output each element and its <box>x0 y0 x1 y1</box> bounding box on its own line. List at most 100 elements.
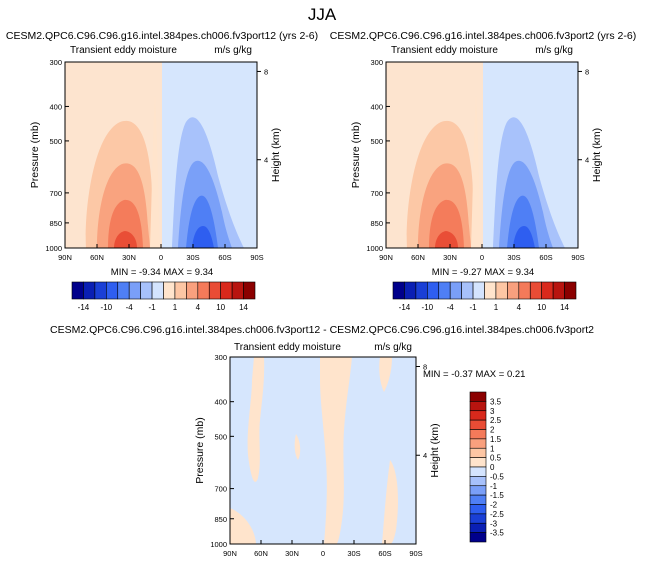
panel-c-lat-tick-label: 60N <box>254 549 268 558</box>
panel-a-lat-tick-label: 30N <box>122 253 136 262</box>
colorbar-diff-label: 2.5 <box>490 416 502 425</box>
panel-a-height-tick-label: 4 <box>264 156 268 165</box>
panel-a-pressure-tick-label: 850 <box>49 219 62 228</box>
colorbar-b-swatch <box>438 281 451 300</box>
panel-a-pressure-tick-label: 400 <box>49 102 62 111</box>
colorbar-b-swatch <box>484 281 497 300</box>
colorbar-a-label: 10 <box>216 303 225 312</box>
colorbar-diff-swatch <box>469 410 487 421</box>
colorbar-b-swatch <box>472 281 485 300</box>
colorbar-diff-label: -2 <box>490 501 498 510</box>
panel-b-stats: MIN = -9.27 MAX = 9.34 <box>432 267 534 278</box>
colorbar-b-swatch <box>518 281 531 300</box>
colorbar-diff-swatch <box>469 466 487 477</box>
panel-b-pressure-tick-label: 400 <box>370 102 383 111</box>
panel-b-pressure-tick-label: 500 <box>370 137 383 146</box>
panel-a-title: CESM2.QPC6.C96.C96.g16.intel.384pes.ch00… <box>6 30 318 42</box>
colorbar-a-swatch <box>117 281 130 300</box>
panel-c-pressure-tick-label: 1000 <box>210 540 227 549</box>
colorbar-diff-label: -1 <box>490 482 498 491</box>
panel-c-lat-tick-label: 60S <box>378 549 391 558</box>
colorbar-b-swatch <box>507 281 520 300</box>
colorbar-a-label: -4 <box>126 303 134 312</box>
panel-b-y2label: Height (km) <box>591 128 603 182</box>
colorbar-a-swatch <box>174 281 187 300</box>
panel-c-positive-region-4 <box>382 460 398 544</box>
panel-b-pressure-tick-label: 300 <box>370 58 383 67</box>
colorbar-b-swatch <box>564 281 577 300</box>
colorbar-a-swatch <box>151 281 164 300</box>
colorbar-b-label: 10 <box>537 303 546 312</box>
panel-b-north-lobe-3 <box>429 199 464 248</box>
panel-c-lat-tick-label: 0 <box>321 549 325 558</box>
panel-a-lat-tick-label: 0 <box>159 253 163 262</box>
colorbar-a-swatch <box>128 281 141 300</box>
panel-a-right-string: m/s g/kg <box>214 45 252 56</box>
panel-c-pressure-tick-label: 300 <box>214 353 227 362</box>
panel-b-north-lobe-4 <box>435 231 458 248</box>
panel-a: CESM2.QPC6.C96.C96.g16.intel.384pes.ch00… <box>6 30 318 278</box>
panel-b-pressure-tick-label: 850 <box>370 219 383 228</box>
panel-a-pressure-tick-label: 500 <box>49 137 62 146</box>
panel-b-pressure-tick-label: 1000 <box>366 244 383 253</box>
panel-a-south-lobe-4 <box>192 226 214 248</box>
colorbar-b-swatch <box>449 281 462 300</box>
colorbar-diff-swatch <box>469 457 487 468</box>
colorbar-b-swatch <box>404 281 417 300</box>
colorbar-b-label: 4 <box>517 303 522 312</box>
panel-b-contours <box>386 62 578 248</box>
panel-a-contours <box>65 62 257 248</box>
panel-a-lat-tick-label: 60S <box>218 253 231 262</box>
panel-b-lat-tick-label: 90S <box>571 253 584 262</box>
panel-b-left-string: Transient eddy moisture <box>391 45 498 56</box>
panel-a-y2label: Height (km) <box>270 128 282 182</box>
panel-a-left-string: Transient eddy moisture <box>70 45 177 56</box>
panel-a-lat-tick-label: 90N <box>58 253 72 262</box>
panel-b-lat-tick-label: 60N <box>411 253 425 262</box>
panel-b: CESM2.QPC6.C96.C96.g16.intel.384pes.ch00… <box>330 30 636 278</box>
panel-b-lat-tick-label: 30N <box>443 253 457 262</box>
colorbar-b-swatch <box>495 281 508 300</box>
panel-b-lat-tick-label: 30S <box>507 253 520 262</box>
colorbar-diff-label: 2 <box>490 426 495 435</box>
panel-b-lat-tick-label: 60S <box>539 253 552 262</box>
panel-c-positive-region-1 <box>247 357 265 482</box>
colorbar-a-swatch <box>186 281 199 300</box>
colorbar-diff-swatch <box>469 494 487 505</box>
colorbar-diff-label: 1.5 <box>490 435 502 444</box>
panel-a-north-spike <box>150 94 160 248</box>
panel-c-pressure-tick-label: 700 <box>214 485 227 494</box>
colorbar-diff-label: 0.5 <box>490 454 502 463</box>
panel-b-pressure-tick-label: 700 <box>370 189 383 198</box>
colorbar-diff-label: 1 <box>490 444 495 453</box>
colorbar-diff-swatch <box>469 476 487 487</box>
colorbar-diff-label: -1.5 <box>490 491 504 500</box>
colorbar-diff-swatch <box>469 504 487 515</box>
colorbar-a-label: -10 <box>101 303 113 312</box>
panel-c-positive-region-2 <box>320 357 352 544</box>
panel-a-north-lobe-4 <box>114 231 137 248</box>
panel-a-lat-tick-label: 60N <box>90 253 104 262</box>
colorbar-diff-label: -0.5 <box>490 472 504 481</box>
panel-a-pressure-tick-label: 1000 <box>45 244 62 253</box>
panel-c-ylabel: Pressure (mb) <box>194 417 206 484</box>
panel-c-height-tick-label: 8 <box>423 362 427 371</box>
colorbar-diff-label: -3 <box>490 519 498 528</box>
panel-c-contours <box>230 357 416 544</box>
colorbar-a-swatch <box>140 281 153 300</box>
colorbar-diff-swatch <box>469 438 487 449</box>
colorbar-diff-swatch <box>469 513 487 524</box>
colorbar-a-label: -14 <box>78 303 90 312</box>
colorbar-a-swatch <box>163 281 176 300</box>
colorbar-diff-label: -2.5 <box>490 510 504 519</box>
colorbar-diff-swatch <box>469 419 487 430</box>
panel-b-height-tick-label: 4 <box>585 156 589 165</box>
colorbar-a-swatch <box>197 281 210 300</box>
panel-a-lat-tick-label: 30S <box>186 253 199 262</box>
colorbar-b-label: -1 <box>470 303 478 312</box>
colorbar-b-label: 14 <box>560 303 569 312</box>
colorbar-a-swatch <box>220 281 233 300</box>
colorbar-b-swatch <box>461 281 474 300</box>
